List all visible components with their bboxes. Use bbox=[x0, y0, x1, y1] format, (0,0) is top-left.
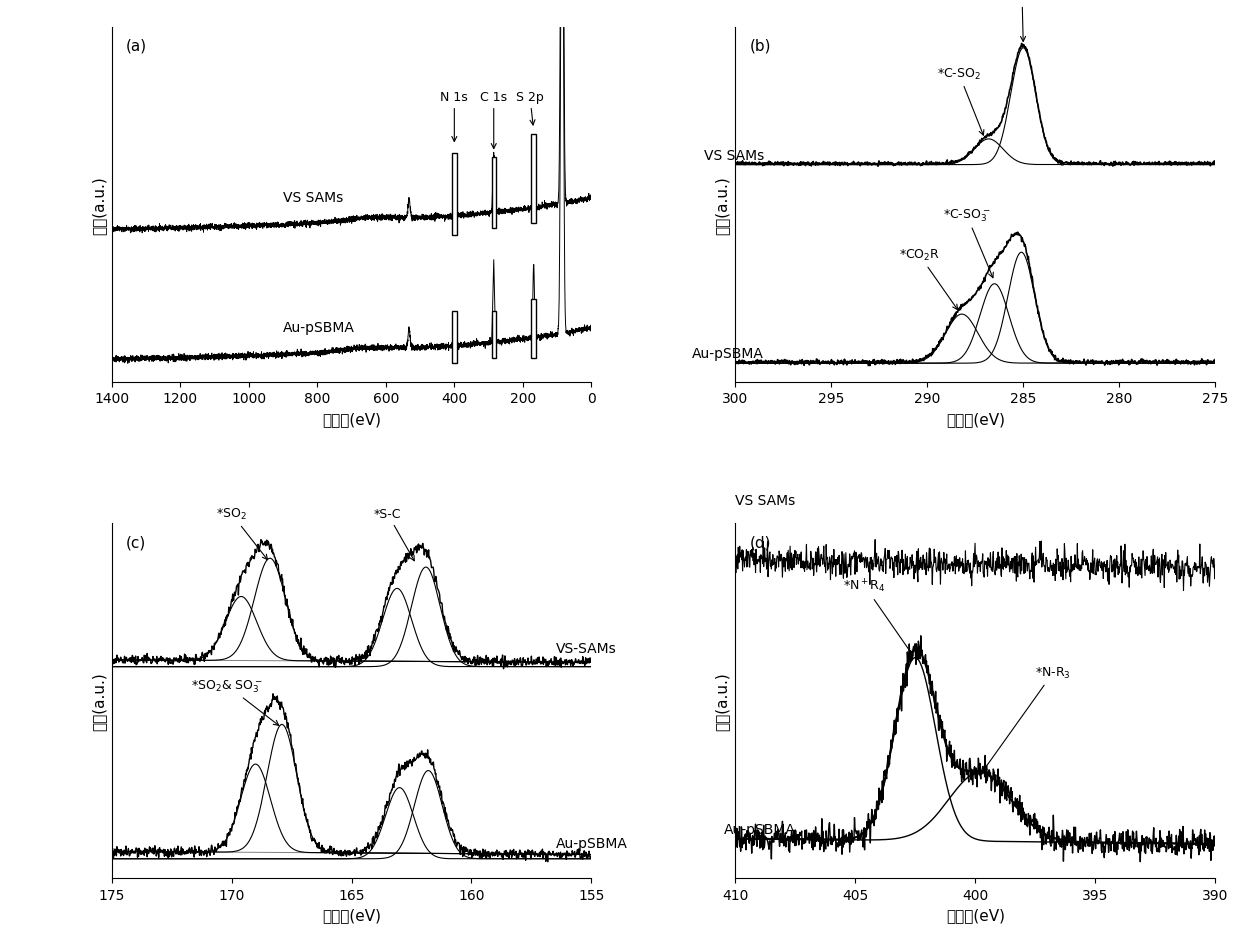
Bar bbox=[492, 159, 496, 229]
X-axis label: 结合能(eV): 结合能(eV) bbox=[946, 907, 1004, 922]
Text: *CO$_2$R: *CO$_2$R bbox=[899, 247, 957, 311]
Text: (d): (d) bbox=[750, 534, 771, 549]
Bar bbox=[451, 312, 458, 363]
Text: VS SAMs: VS SAMs bbox=[704, 148, 764, 162]
Text: (b): (b) bbox=[750, 39, 771, 54]
Text: N 1s: N 1s bbox=[440, 91, 469, 143]
Text: *C-C: *C-C bbox=[1008, 0, 1037, 42]
Bar bbox=[531, 300, 536, 359]
Y-axis label: 强度(a.u.): 强度(a.u.) bbox=[91, 176, 107, 235]
Text: *C-SO$_2$: *C-SO$_2$ bbox=[937, 67, 983, 136]
Text: *C-SO$_3^-$: *C-SO$_3^-$ bbox=[942, 207, 993, 278]
Text: Au-pSBMA: Au-pSBMA bbox=[692, 347, 764, 361]
Text: Au-pSBMA: Au-pSBMA bbox=[283, 321, 355, 335]
Y-axis label: 强度(a.u.): 强度(a.u.) bbox=[714, 671, 730, 731]
Text: *SO$_2$: *SO$_2$ bbox=[216, 507, 268, 560]
Y-axis label: 强度(a.u.): 强度(a.u.) bbox=[91, 671, 107, 731]
Text: Au-pSBMA: Au-pSBMA bbox=[556, 836, 627, 851]
Text: S 2p: S 2p bbox=[516, 91, 544, 126]
Text: VS SAMs: VS SAMs bbox=[735, 494, 795, 507]
Text: Au-pSBMA: Au-pSBMA bbox=[723, 822, 795, 836]
Text: (a): (a) bbox=[126, 39, 148, 54]
X-axis label: 结合能(eV): 结合能(eV) bbox=[322, 412, 381, 427]
Text: *N$^+$R$_4$: *N$^+$R$_4$ bbox=[843, 578, 913, 656]
X-axis label: 结合能(eV): 结合能(eV) bbox=[322, 907, 381, 922]
Text: *SO$_2$& SO$_3^-$: *SO$_2$& SO$_3^-$ bbox=[191, 677, 279, 726]
Text: (c): (c) bbox=[126, 534, 146, 549]
Text: C 1s: C 1s bbox=[480, 91, 507, 149]
Text: VS-SAMs: VS-SAMs bbox=[556, 642, 616, 656]
Y-axis label: 强度(a.u.): 强度(a.u.) bbox=[714, 176, 730, 235]
Bar bbox=[451, 154, 458, 236]
Text: VS SAMs: VS SAMs bbox=[283, 192, 343, 205]
Bar bbox=[492, 312, 496, 359]
Text: *N-R$_3$: *N-R$_3$ bbox=[982, 666, 1071, 772]
Text: *S-C: *S-C bbox=[373, 508, 414, 561]
X-axis label: 结合能(eV): 结合能(eV) bbox=[946, 412, 1004, 427]
Bar bbox=[531, 135, 536, 225]
